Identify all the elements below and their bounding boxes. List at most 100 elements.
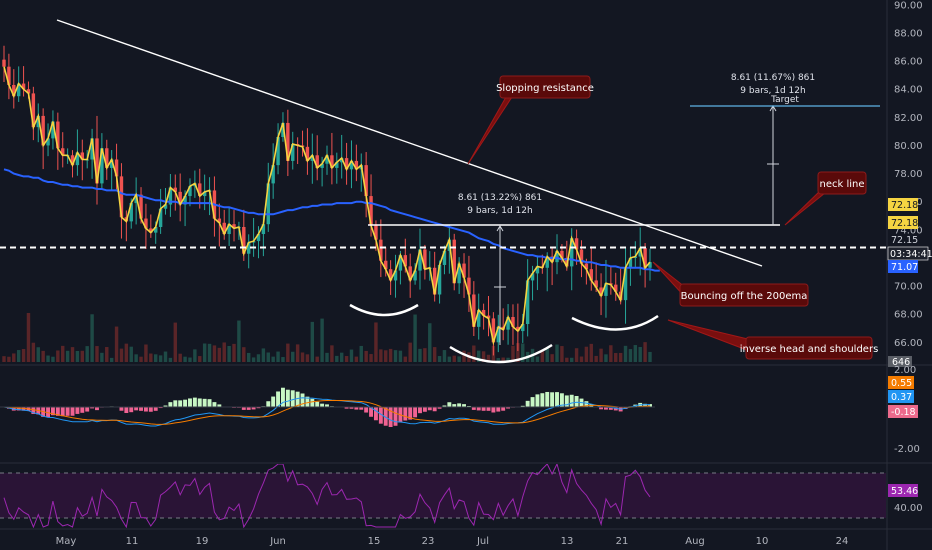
ema-badge-text: 71.07 bbox=[891, 262, 918, 273]
price-tick: 70.00 bbox=[894, 282, 923, 293]
volume-bar bbox=[202, 343, 207, 362]
macd-histogram-bar bbox=[139, 407, 143, 411]
macd-histogram-bar bbox=[266, 401, 271, 407]
sloping-resistance-line bbox=[56, 19, 763, 267]
candle-body bbox=[418, 249, 422, 271]
candle-body bbox=[599, 287, 603, 296]
time-tick: Jul bbox=[476, 536, 489, 547]
callout-pointer-neck bbox=[784, 188, 831, 226]
candle-body bbox=[369, 196, 373, 226]
macd-histogram-bar bbox=[90, 407, 95, 409]
candle-body bbox=[134, 194, 138, 204]
volume-bar bbox=[521, 343, 525, 362]
candle-body bbox=[188, 186, 192, 197]
candle-body bbox=[12, 84, 16, 97]
candle-body bbox=[2, 59, 6, 67]
volume-bar bbox=[393, 350, 398, 362]
macd-histogram-bar bbox=[46, 407, 51, 418]
price-axis[interactable]: 90.0088.0086.0084.0082.0080.0078.0076.00… bbox=[894, 0, 923, 349]
macd-histogram-bar bbox=[315, 401, 320, 407]
candle-body bbox=[628, 257, 633, 268]
volume-bar bbox=[193, 349, 197, 362]
macd-histogram-bar bbox=[75, 407, 80, 414]
candle-body bbox=[643, 248, 647, 268]
candle-body bbox=[129, 203, 133, 222]
candle-body bbox=[80, 152, 85, 160]
macd-histogram-bar bbox=[418, 407, 422, 414]
volume-bar bbox=[65, 350, 70, 362]
candle-body bbox=[550, 256, 554, 263]
candle-body bbox=[183, 196, 187, 205]
macd-histogram-bar bbox=[212, 402, 217, 407]
candle-body bbox=[26, 89, 31, 94]
candle-body bbox=[320, 163, 324, 168]
volume-bar bbox=[330, 345, 334, 362]
volume-bar bbox=[222, 342, 226, 362]
macd-histogram-bar bbox=[530, 397, 535, 407]
volume-bar bbox=[457, 356, 461, 362]
candle-body bbox=[330, 155, 334, 168]
macd-histogram-bar bbox=[153, 407, 158, 411]
rsi-band bbox=[0, 473, 886, 518]
volume-bar bbox=[481, 351, 486, 362]
volume-bar bbox=[388, 348, 393, 362]
macd-histogram-bar bbox=[393, 407, 398, 426]
candle-body bbox=[315, 155, 319, 168]
macd-histogram-bar bbox=[373, 407, 378, 421]
time-tick: 23 bbox=[422, 536, 435, 547]
volume-bar bbox=[486, 354, 491, 362]
right-shoulder-arc bbox=[571, 314, 659, 331]
candle-body bbox=[545, 256, 549, 268]
macd-histogram-bar bbox=[584, 401, 589, 407]
volume-bar bbox=[217, 347, 222, 362]
volume-bar bbox=[56, 350, 60, 362]
volume-badge-text: 646 bbox=[892, 357, 910, 368]
candle-body bbox=[16, 83, 21, 97]
countdown-text: 03:34:41 bbox=[890, 249, 932, 260]
candle-body bbox=[388, 269, 393, 281]
volume-bar bbox=[291, 351, 295, 362]
callout-pointer-sloping bbox=[467, 96, 513, 165]
macd-histogram-bar bbox=[31, 407, 36, 414]
macd-histogram-bar bbox=[569, 394, 574, 407]
volume-bar bbox=[251, 357, 256, 362]
callout-pointer-ihs bbox=[667, 319, 753, 353]
macd-histogram-bar bbox=[163, 405, 168, 407]
candle-body bbox=[232, 224, 236, 229]
volume-bar bbox=[198, 356, 202, 362]
price-tick: 84.00 bbox=[894, 85, 923, 96]
macd-histogram-bar bbox=[349, 407, 354, 409]
time-tick: Jun bbox=[269, 536, 286, 547]
volume-bar bbox=[594, 355, 598, 362]
candle-body bbox=[139, 194, 143, 219]
volume-bar bbox=[384, 350, 388, 362]
candle-body bbox=[354, 160, 359, 170]
macd-histogram-bar bbox=[378, 407, 383, 424]
candle-body bbox=[535, 266, 540, 274]
volume-bar bbox=[379, 349, 383, 362]
macd-histogram-bar bbox=[462, 404, 466, 407]
candle-body bbox=[614, 284, 618, 292]
volume-bar bbox=[604, 354, 608, 362]
macd-histogram-bar bbox=[183, 399, 188, 407]
macd-histogram-bar bbox=[437, 407, 442, 409]
macd-histogram-bar bbox=[290, 390, 295, 407]
volume-bar bbox=[119, 348, 124, 362]
volume-bar bbox=[423, 348, 427, 362]
time-axis[interactable]: May 11 19 Jun 15 23 Jul 13 21 Aug 10 24 bbox=[56, 536, 849, 547]
volume-bar bbox=[80, 350, 85, 362]
candle-body bbox=[149, 228, 153, 233]
macd-histogram-bar bbox=[550, 392, 555, 407]
candle-body bbox=[511, 317, 515, 327]
macd-histogram-bar bbox=[506, 407, 511, 409]
time-tick: 15 bbox=[368, 536, 381, 547]
macd-histogram-bar bbox=[65, 407, 70, 416]
macd-histogram-bar bbox=[476, 407, 481, 411]
volume-bar bbox=[584, 346, 589, 362]
volume-bar bbox=[242, 347, 246, 362]
volume-bar bbox=[261, 348, 266, 362]
volume-bar bbox=[212, 345, 217, 362]
volume-bar bbox=[452, 355, 456, 362]
candle-body bbox=[521, 324, 525, 332]
